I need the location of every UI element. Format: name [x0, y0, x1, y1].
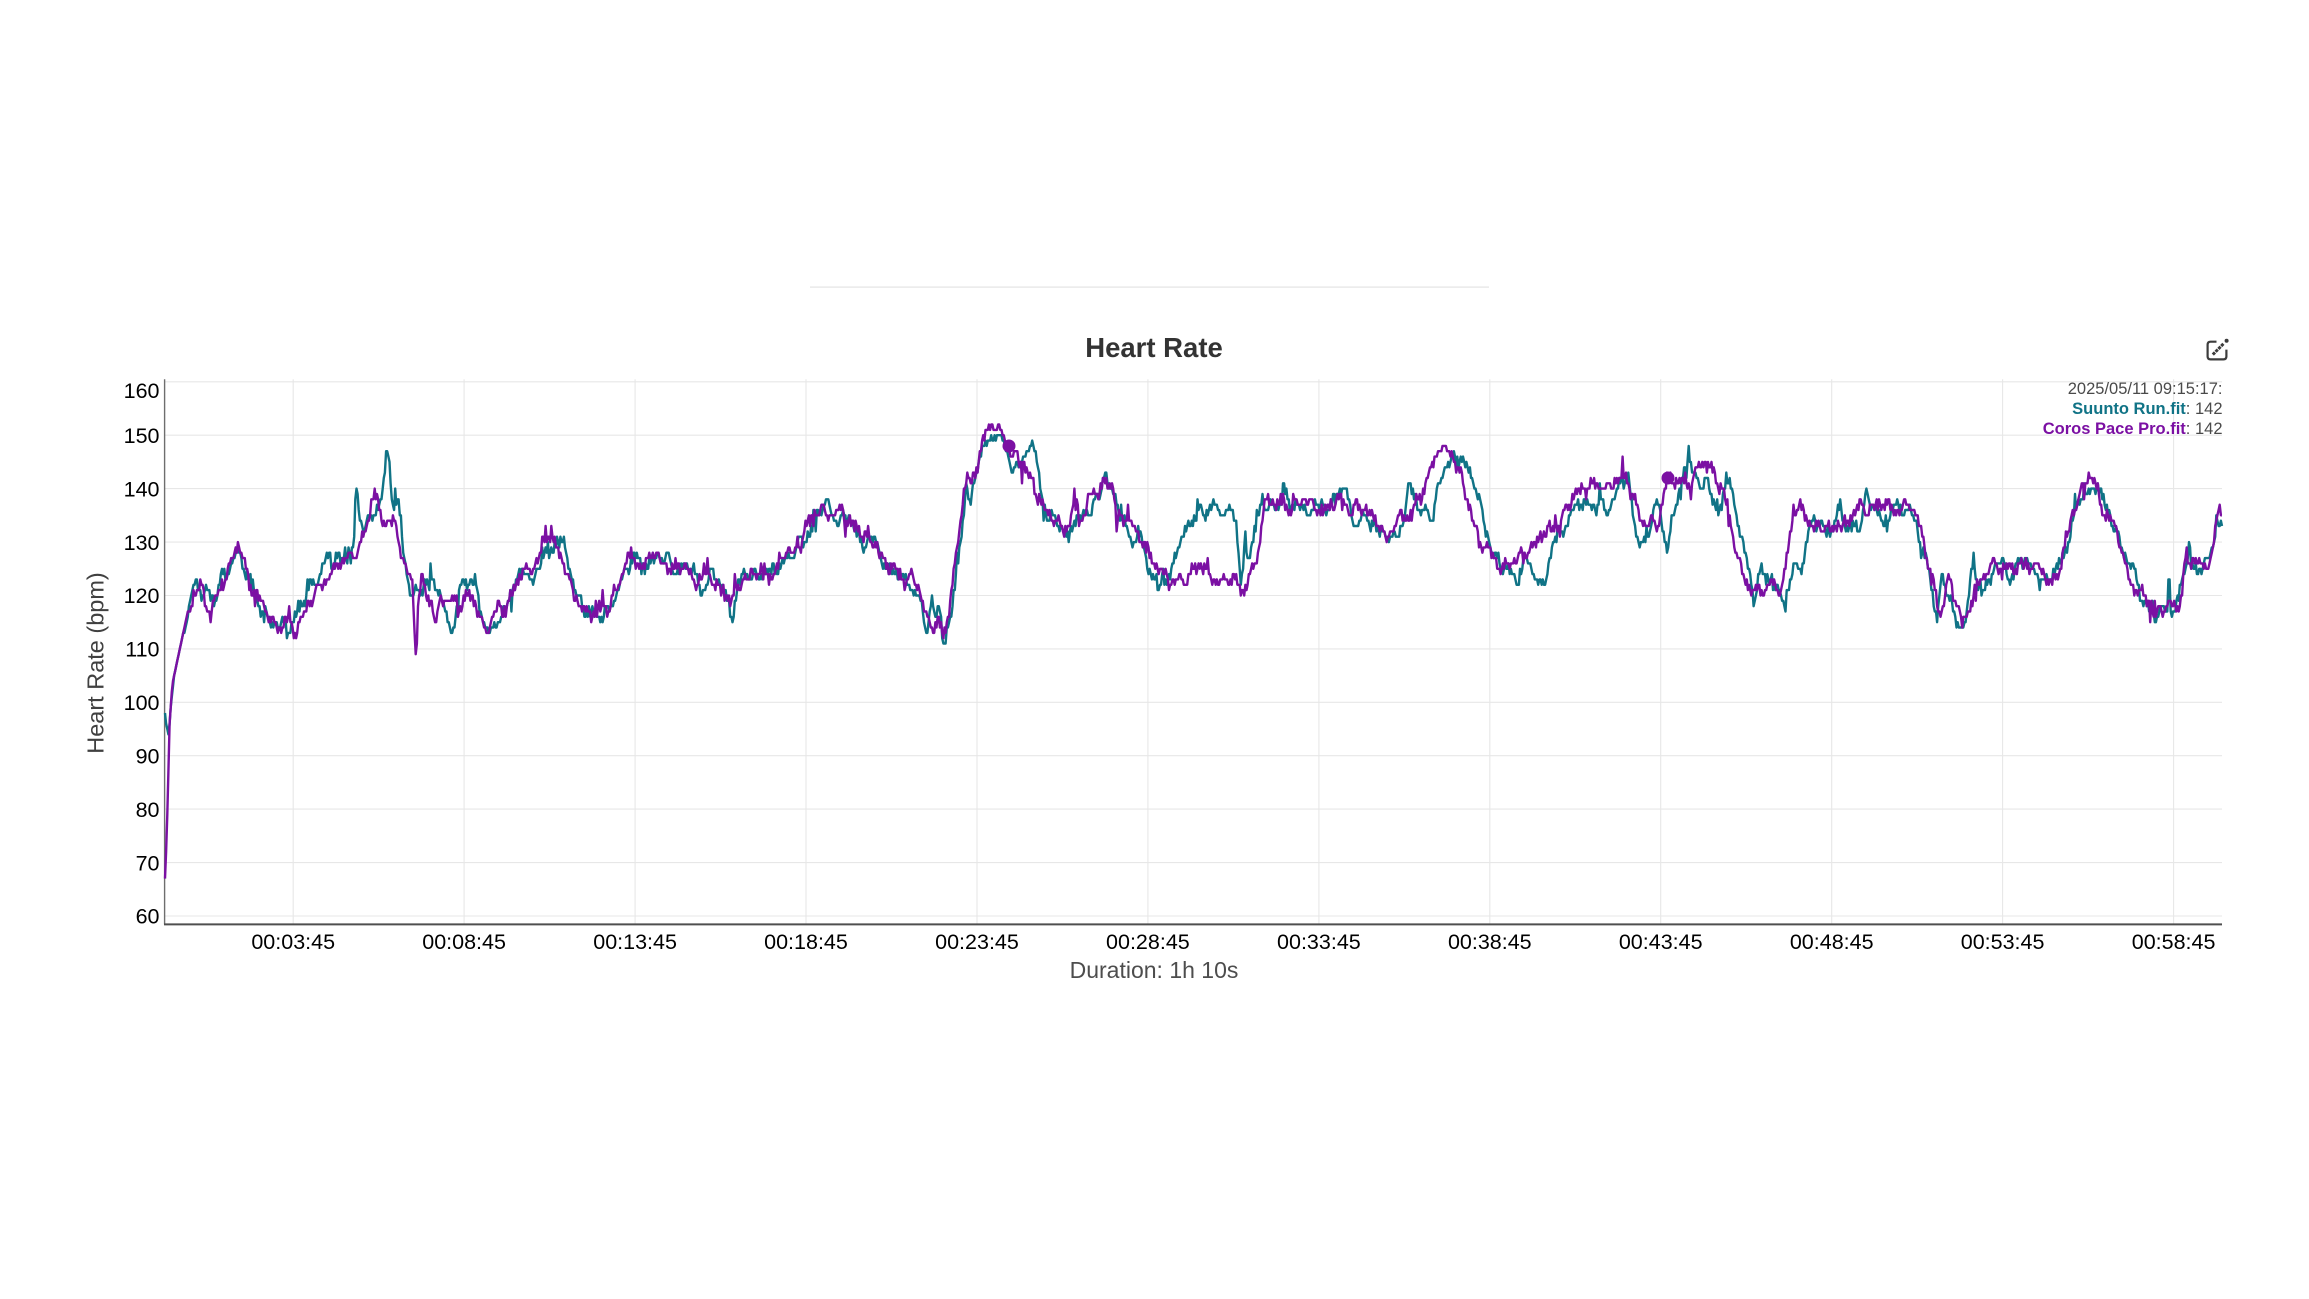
svg-text:160: 160: [124, 379, 160, 403]
svg-text:60: 60: [136, 905, 160, 929]
svg-text:00:43:45: 00:43:45: [1619, 930, 1703, 954]
svg-text:00:58:45: 00:58:45: [2132, 930, 2216, 954]
svg-text:Suunto Run.fit: 142: Suunto Run.fit: 142: [2072, 400, 2222, 418]
svg-text:00:38:45: 00:38:45: [1448, 930, 1532, 954]
svg-text:00:48:45: 00:48:45: [1790, 930, 1874, 954]
svg-text:110: 110: [125, 638, 159, 662]
svg-text:140: 140: [124, 477, 160, 501]
svg-text:150: 150: [124, 424, 160, 448]
svg-text:00:03:45: 00:03:45: [251, 930, 335, 954]
svg-text:Heart Rate: Heart Rate: [1085, 332, 1223, 363]
svg-text:00:13:45: 00:13:45: [593, 930, 677, 954]
svg-text:00:23:45: 00:23:45: [935, 930, 1019, 954]
svg-text:00:28:45: 00:28:45: [1106, 930, 1190, 954]
svg-text:00:18:45: 00:18:45: [764, 930, 848, 954]
svg-text:00:53:45: 00:53:45: [1961, 930, 2045, 954]
svg-text:100: 100: [124, 691, 160, 715]
svg-text:00:08:45: 00:08:45: [422, 930, 506, 954]
svg-text:Coros Pace Pro.fit: 142: Coros Pace Pro.fit: 142: [2043, 420, 2223, 438]
svg-text:70: 70: [136, 851, 160, 875]
svg-text:80: 80: [136, 798, 160, 822]
svg-text:90: 90: [136, 744, 160, 768]
svg-text:Duration: 1h 10s: Duration: 1h 10s: [1070, 957, 1239, 983]
svg-text:Heart Rate (bpm): Heart Rate (bpm): [83, 572, 109, 754]
svg-text:130: 130: [124, 531, 160, 555]
svg-text:00:33:45: 00:33:45: [1277, 930, 1361, 954]
svg-text:2025/05/11 09:15:17:: 2025/05/11 09:15:17:: [2068, 380, 2223, 398]
svg-text:120: 120: [124, 584, 160, 608]
